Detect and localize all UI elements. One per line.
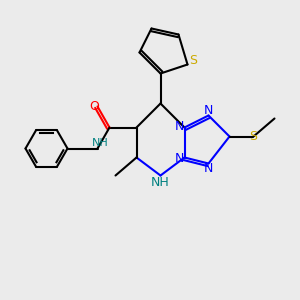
Text: N: N — [204, 162, 213, 176]
Text: S: S — [189, 54, 197, 68]
Text: NH: NH — [92, 138, 108, 148]
Text: O: O — [89, 100, 99, 113]
Text: N: N — [174, 119, 184, 133]
Text: N: N — [204, 103, 213, 117]
Text: S: S — [250, 130, 257, 143]
Text: N: N — [174, 152, 184, 166]
Text: NH: NH — [151, 176, 170, 189]
